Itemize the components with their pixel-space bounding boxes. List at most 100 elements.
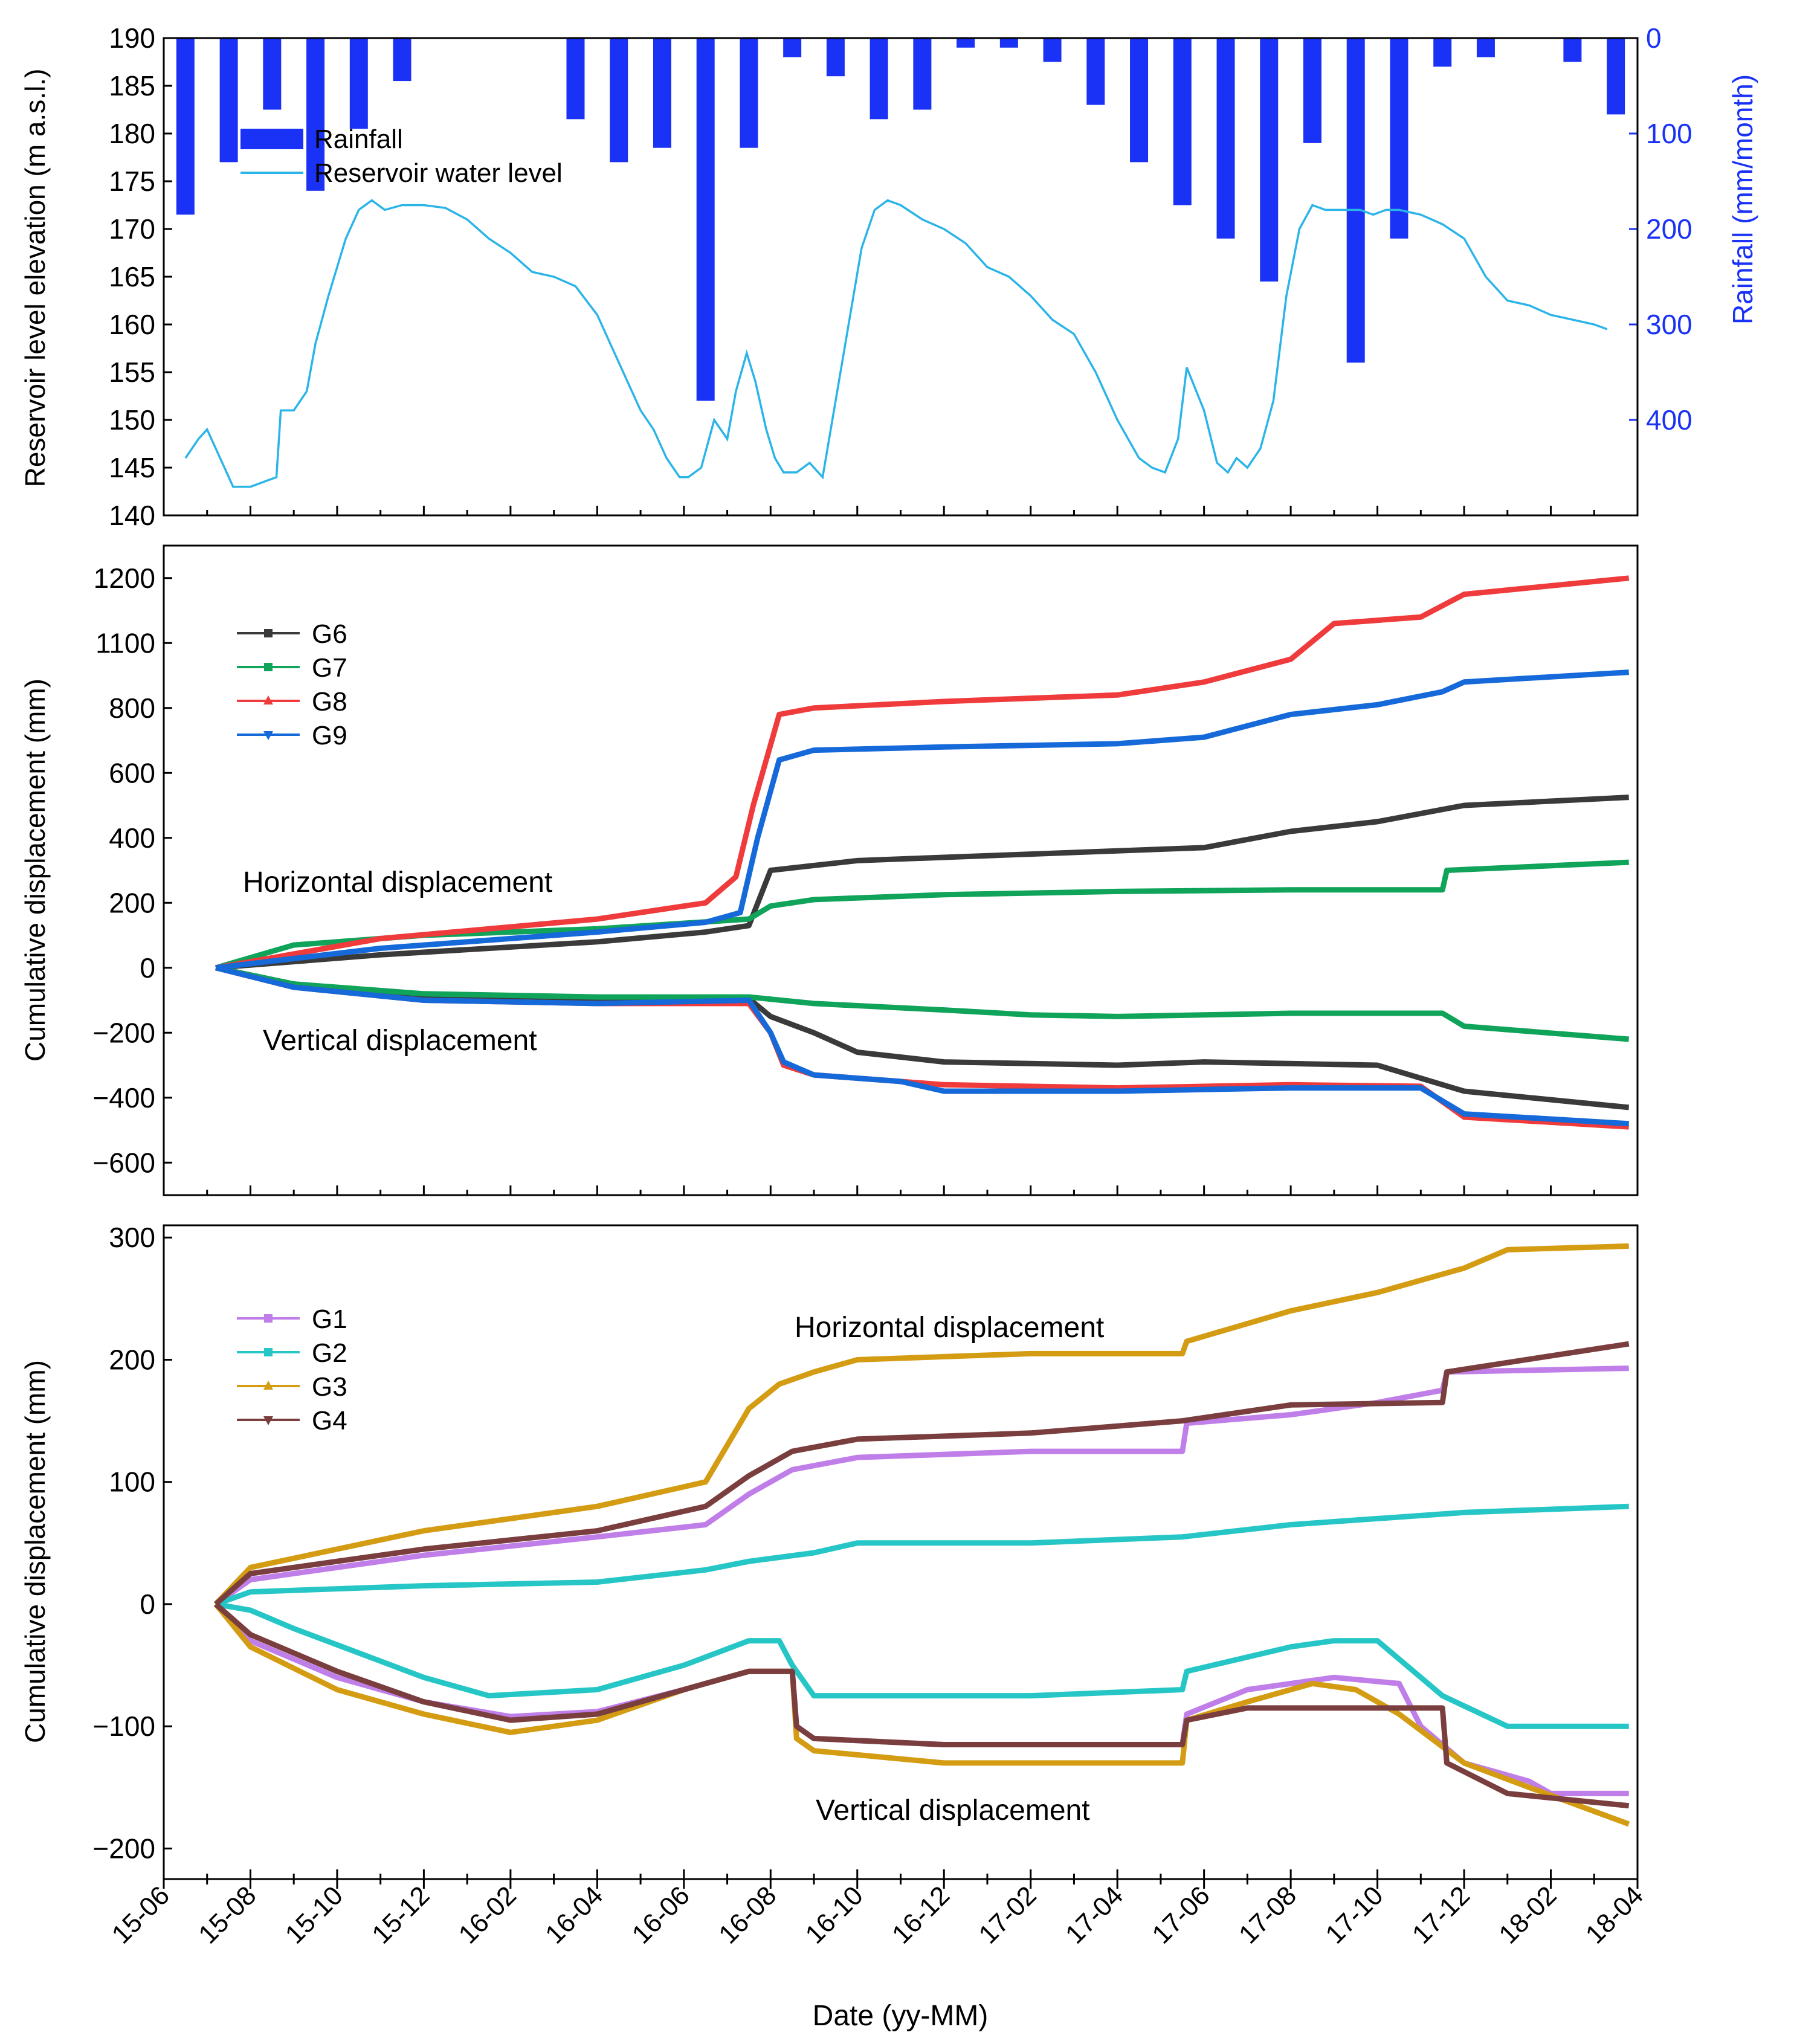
legend-g7-marker: [264, 663, 273, 671]
bottom-annotation-horizontal: Horizontal displacement: [795, 1312, 1104, 1344]
bottom-series: [213, 1243, 1630, 1827]
ytick-label: 800: [109, 692, 155, 724]
top-ytick-label: 145: [109, 452, 155, 483]
rainfall-bar: [219, 38, 238, 163]
top-ytick-label: 160: [109, 309, 155, 340]
ytick-label: −600: [92, 1147, 155, 1178]
x-tick-label: 18-02: [1493, 1880, 1562, 1949]
bottom-annotation-vertical: Vertical displacement: [816, 1794, 1090, 1826]
rainfall-bar: [740, 38, 758, 148]
x-tick-label: 16-02: [453, 1880, 522, 1949]
g7-vertical-line: [215, 965, 1630, 1042]
x-tick-label: 15-12: [366, 1880, 435, 1949]
bottom-y-axis-ticks: 300 200 100 0 −100 −200: [92, 1222, 172, 1864]
ytick-label: −400: [92, 1082, 155, 1114]
panel-middle: 1200 1100 800 600 400 200 0 −200 −400 −600 Cumula…: [19, 544, 1639, 1196]
ytick-label: 600: [109, 757, 155, 788]
x-tick-label: 17-08: [1233, 1880, 1302, 1949]
ytick-label: 0: [140, 952, 155, 984]
x-tick-label: 17-06: [1146, 1880, 1215, 1949]
legend-g1-marker: [264, 1314, 273, 1323]
rainfall-bar: [566, 38, 585, 120]
rainfall-bar: [1433, 38, 1452, 67]
rainfall-bar: [999, 38, 1018, 48]
middle-annotation-vertical: Vertical displacement: [263, 1025, 537, 1057]
x-tick-label: 15-10: [280, 1880, 349, 1949]
x-tick-label: 17-02: [973, 1880, 1042, 1949]
ytick-label: 0: [140, 1588, 155, 1620]
top-y2tick-label: 300: [1646, 309, 1692, 340]
x-tick-label: 16-10: [800, 1880, 869, 1949]
top-y2tick-label: 100: [1646, 118, 1692, 149]
panel-bottom: 300 200 100 0 −100 −200 Cumulative displaceme…: [19, 1222, 1639, 1889]
ytick-label: −200: [92, 1833, 155, 1864]
x-tick-label: 15-06: [106, 1880, 175, 1949]
g4-horizontal-line: [214, 1341, 1630, 1607]
top-ytick-label: 190: [109, 22, 155, 54]
top-y-axis-ticks: 190 185 180 175 170 165 160 155 150 145 140: [109, 22, 172, 531]
rainfall-bar: [1346, 38, 1365, 363]
panel-top: 190 185 180 175 170 165 160 155 150 145 140 0 100 20…: [19, 22, 1758, 531]
middle-x-ticks: [163, 1185, 1639, 1195]
rainfall-bar: [826, 38, 845, 77]
rainfall-bar: [913, 38, 932, 110]
rainfall-bar: [1260, 38, 1279, 282]
rainfall-bar: [263, 38, 282, 110]
rainfall-bar: [1476, 38, 1495, 57]
ytick-label: 1200: [94, 563, 155, 594]
top-y2tick-label: 200: [1646, 213, 1692, 245]
legend-g8-label: G8: [312, 687, 347, 717]
rainfall-bar: [393, 38, 411, 82]
g3-horizontal-line: [213, 1243, 1629, 1607]
x-tick-label: 15-08: [193, 1880, 262, 1949]
ytick-label: −200: [92, 1017, 155, 1048]
top-ytick-label: 175: [109, 166, 155, 197]
rainfall-bar: [1086, 38, 1105, 105]
rainfall-bar: [1390, 38, 1408, 239]
middle-legend: G6 G7 G8 G9: [237, 619, 347, 750]
ytick-label: 400: [109, 822, 155, 854]
x-tick-label: 16-08: [713, 1880, 782, 1949]
rainfall-bar: [1173, 38, 1192, 205]
top-x-ticks: [163, 506, 1639, 515]
x-tick-label: 17-12: [1407, 1880, 1476, 1949]
rainfall-bar: [696, 38, 715, 401]
top-ytick-label: 140: [109, 500, 155, 531]
rainfall-bars: [176, 38, 1625, 401]
legend-g3-marker: [263, 1381, 273, 1390]
x-tick-labels: 15-06 15-08 15-10 15-12 16-02 16-04 16-06 16-08…: [106, 1880, 1649, 1949]
rainfall-bar: [610, 38, 628, 163]
rainfall-bar: [1043, 38, 1062, 62]
x-tick-label: 17-04: [1060, 1880, 1129, 1949]
bottom-ylabel: Cumulative displacement (mm): [19, 1360, 51, 1743]
middle-ylabel: Cumulative displacement (mm): [19, 679, 51, 1062]
rainfall-bar: [653, 38, 671, 148]
top-legend: Rainfall Reservoir water level: [240, 124, 563, 188]
rainfall-bar: [870, 38, 888, 120]
g2-horizontal-line: [215, 1503, 1629, 1607]
reservoir-line: [184, 199, 1608, 488]
rainfall-bar: [957, 38, 975, 48]
top-ytick-label: 185: [109, 70, 155, 102]
legend-g6-label: G6: [312, 619, 347, 649]
ytick-label: 200: [109, 887, 155, 918]
rainfall-bar: [1130, 38, 1149, 163]
rainfall-bar: [176, 38, 195, 215]
legend-g4-marker: [263, 1416, 273, 1425]
legend-rainfall-swatch: [240, 129, 303, 149]
bottom-legend: G1 G2 G3 G4: [237, 1304, 347, 1436]
legend-g9-label: G9: [312, 721, 347, 750]
ytick-label: 200: [109, 1344, 155, 1375]
rainfall-bar: [1607, 38, 1625, 115]
x-axis-title: Date (yy-MM): [813, 2000, 989, 2032]
top-ytick-label: 180: [109, 118, 155, 149]
top-ytick-label: 170: [109, 213, 155, 245]
x-tick-label: 16-12: [886, 1880, 955, 1949]
top-frame: [163, 37, 1639, 517]
top-ytick-label: 155: [109, 356, 155, 388]
middle-frame: [163, 544, 1639, 1196]
rainfall-bar: [1563, 38, 1582, 62]
g9-vertical-line: [215, 965, 1629, 1127]
rainfall-bar: [783, 38, 802, 57]
